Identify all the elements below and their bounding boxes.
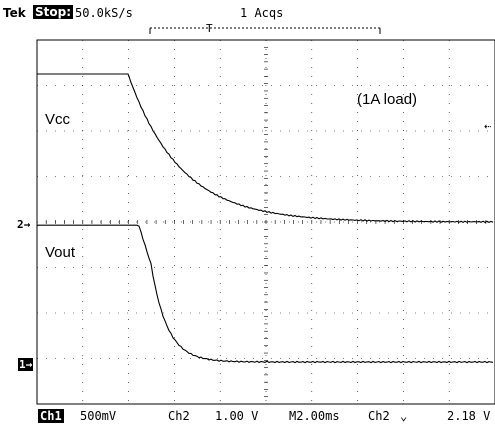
vout-trace xyxy=(36,224,494,364)
timebase: M2.00ms xyxy=(289,409,340,423)
ch1-ground-marker[interactable]: 1→ xyxy=(18,358,34,371)
trigger-level-arrow-icon: ⇠ xyxy=(484,119,491,133)
record-bar: T xyxy=(149,22,381,35)
ch2-label[interactable]: Ch2 xyxy=(168,409,190,423)
vcc-label: Vcc xyxy=(45,111,71,128)
scope-footer: Ch1 500mV Ch2 1.00 V M2.00ms Ch2 ⌄ 2.18 … xyxy=(0,405,495,428)
svg-text:T: T xyxy=(206,22,213,35)
ch2-ground-marker[interactable]: 2→ xyxy=(17,218,31,231)
trigger-level: 2.18 V xyxy=(447,409,491,423)
vout-label: Vout xyxy=(45,244,76,261)
load-annotation: (1A load) xyxy=(357,91,417,108)
brand-label: Tek xyxy=(3,6,26,20)
scope-header: Tek Stop: 50.0kS/s 1 Acqs xyxy=(0,0,495,34)
trigger-slope-icon: ⌄ xyxy=(400,409,408,423)
acquisition-state[interactable]: Stop: xyxy=(33,5,74,19)
graticule-grid xyxy=(36,39,495,405)
acquisition-count: 1 Acqs xyxy=(240,6,284,20)
ch1-label[interactable]: Ch1 xyxy=(38,409,64,423)
ch2-scale: 1.00 V xyxy=(215,409,259,423)
vcc-trace xyxy=(37,73,494,224)
trigger-source: Ch2 xyxy=(368,409,390,423)
sample-rate: 50.0kS/s xyxy=(75,6,133,20)
ch1-scale: 500mV xyxy=(80,409,117,423)
